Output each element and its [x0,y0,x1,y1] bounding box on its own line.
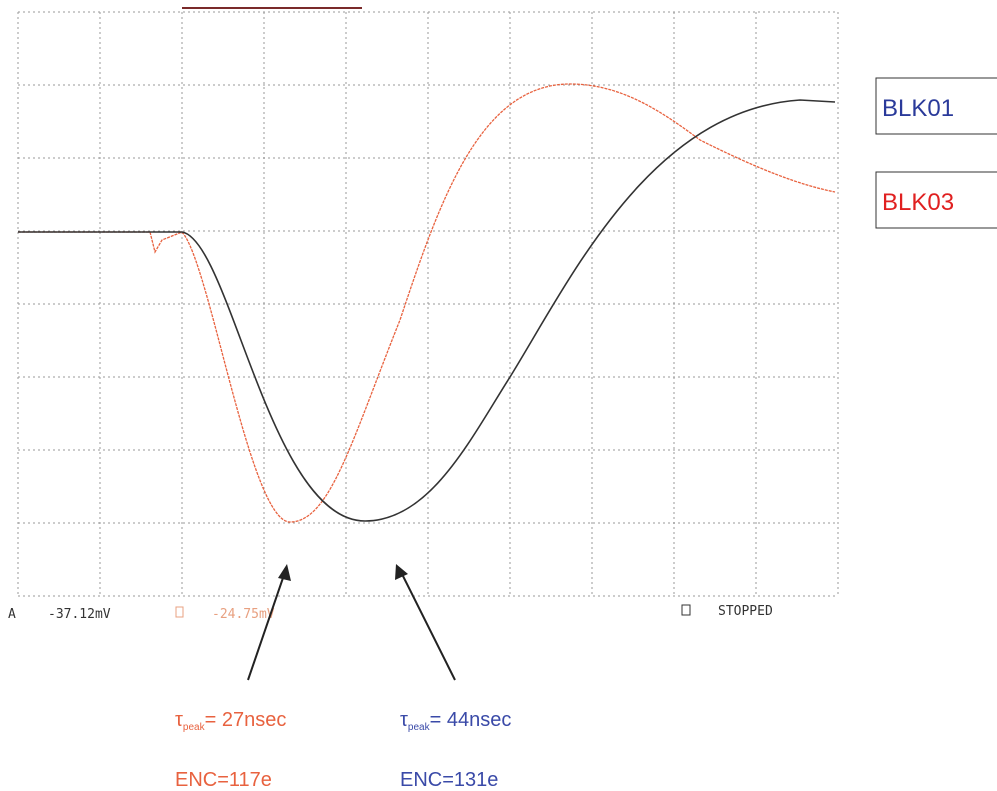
run-state: STOPPED [718,604,773,619]
svg-text:τpeak= 27nsec: τpeak= 27nsec [175,709,286,733]
tau: τ [175,709,183,731]
legend-box [875,77,997,135]
arrow [400,571,456,681]
legend-label: BLK03 [882,189,954,216]
arrowhead [395,564,408,580]
trace-blk03 [18,83,836,523]
stop-icon [681,604,691,616]
legend-label: BLK01 [882,95,954,122]
channel-b-icon [175,606,184,618]
arrow [247,571,286,681]
reading-b: -24.75mV [212,607,275,622]
annotation-red: τpeak= 27nsec ENC=117e [175,709,286,791]
reading-a: -37.12mV [48,607,111,622]
enc-value: ENC=117e [175,769,272,791]
subscript: peak [408,722,431,733]
trace-blk01 [18,99,836,522]
scope-grid [17,11,839,597]
svg-text:τpeak= 44nsec: τpeak= 44nsec [400,709,511,733]
legend-box [875,171,997,229]
annotation-blue: τpeak= 44nsec ENC=131e [400,709,511,791]
subscript: peak [183,722,206,733]
arrowhead [278,564,291,581]
tau: τ [400,709,408,731]
channel-label: A [8,607,16,622]
tau-value: = 44nsec [430,709,512,731]
tau-value: = 27nsec [205,709,287,731]
enc-value: ENC=131e [400,769,498,791]
